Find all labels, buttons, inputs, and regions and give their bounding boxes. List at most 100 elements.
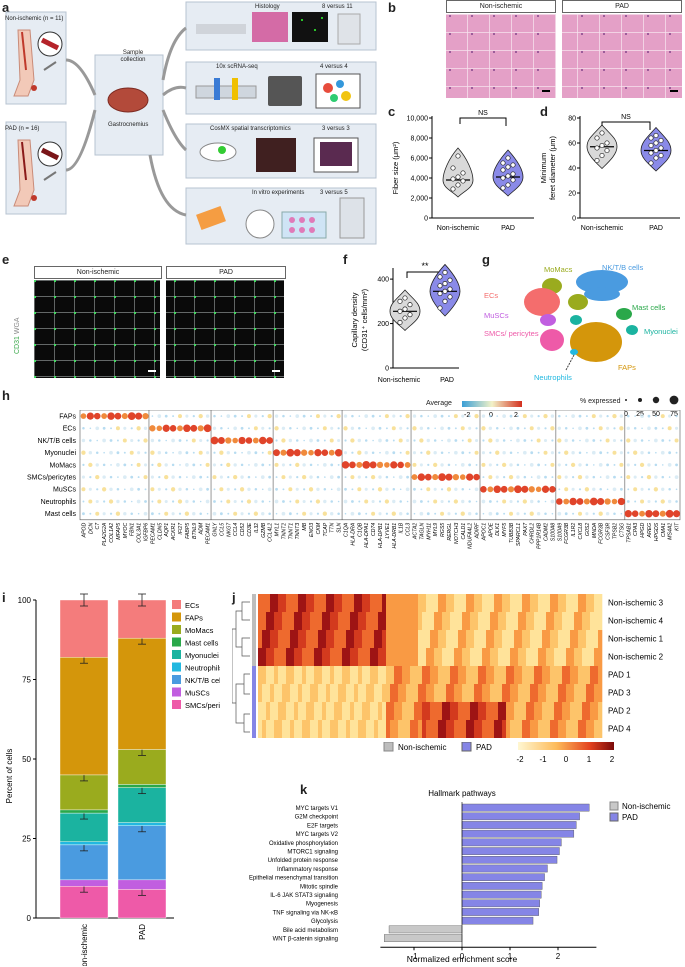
dotplot-dot [123,426,127,430]
heatmap-cell [426,630,431,648]
dotplot-dot [220,463,223,466]
heatmap-cell [598,648,603,666]
dotplot-dot [399,488,402,491]
dotplot-dot [102,512,106,516]
dotplot-dot [385,450,389,455]
heatmap-cell [542,666,547,684]
i-legend-label: MoMacs [185,626,214,635]
heatmap-cell [374,684,379,702]
heatmap-cell [398,666,403,684]
heatmap-cell [386,630,391,648]
i-legend-label: Mast cells [185,639,219,648]
heatmap-cell [414,666,419,684]
heatmap-cell [566,702,571,720]
heatmap-cell [290,594,295,612]
dotplot-dot [150,475,154,479]
heatmap-cell [554,720,559,738]
heatmap-cell [362,684,367,702]
dotplot-dot [282,414,285,418]
heatmap-cell [450,648,455,666]
dotplot-row-label: MuSCs [53,487,76,494]
heatmap-cell [358,702,363,720]
dotplot-dot [95,474,100,480]
heatmap-cell [350,630,355,648]
dotplot-dot [109,512,113,515]
heatmap-cell [382,684,387,702]
dotplot-gene-label: CADM2 [544,523,550,541]
i-bar-segment [117,879,167,890]
dotplot-dot [183,424,191,433]
dotplot-dot [110,464,112,466]
dotplot-dot [365,427,368,430]
dotplot-dot [634,415,636,417]
heatmap-cell [326,612,331,630]
heatmap-cell [450,684,455,702]
i-xcat-label: Non-ischemic [80,924,89,966]
dotplot-dot [275,512,278,515]
dotplot-dot [226,462,231,468]
heatmap-cell [490,594,495,612]
heatmap-cell [358,666,363,684]
dotplot-dot [107,412,115,420]
heatmap-cell [586,702,591,720]
dotplot-dot [321,449,329,456]
dotplot-dot [301,474,307,480]
dotplot-dot [569,497,577,506]
dotplot-dot [151,463,154,466]
heatmap-cell [306,684,311,702]
dotplot-dot [199,438,203,443]
microscope-icon [337,13,361,45]
panel-c-label: c [388,104,396,119]
dotplot-dot [592,464,595,466]
k-xtick-label: -1 [410,952,418,961]
dotplot-dot [647,426,651,431]
dotplot-dot [660,499,665,504]
heatmap-cell [258,666,263,684]
dotplot-dot [330,426,334,430]
panel-c-significance: NS [478,110,488,117]
dotplot-dot [592,512,595,515]
heatmap-cell [322,630,327,648]
dotplot-dot [460,511,465,516]
k-legend-noni: Non-ischemic [622,802,670,811]
dotplot-dot [399,415,402,418]
dotplot-dot [344,512,347,515]
heatmap-cell [406,594,411,612]
heatmap-cell [318,594,323,612]
dotplot-dot [633,487,638,492]
c-point [460,178,466,184]
dotplot-dot [226,499,231,504]
heatmap-cell [262,702,267,720]
heatmap-cell [382,594,387,612]
dotplot-dot [286,448,295,457]
c-point [510,162,516,168]
dotplot-dot [398,512,403,516]
dotplot-dot [296,512,299,515]
heatmap-cell [278,702,283,720]
heatmap-cell [550,612,555,630]
heatmap-cell [582,684,587,702]
heatmap-cell [566,612,571,630]
umap-cluster-label: MuSCs [484,311,509,320]
heatmap-cell [530,648,535,666]
dotplot-dot [640,487,644,491]
dotplot-dot [165,439,168,442]
heatmap-cell [282,630,287,648]
heatmap-cell [554,684,559,702]
heatmap-cell [282,702,287,720]
heatmap-cell [594,666,599,684]
dotplot-dot [626,475,631,480]
dotplot-dot [289,415,292,417]
heatmap-cell [262,612,267,630]
heatmap-cell [302,594,307,612]
panel-d-xcat-noni: Non-ischemic [581,225,624,232]
dotplot-dot [454,450,458,455]
dotplot-dot [577,474,583,480]
dotplot-dot [143,463,148,467]
dotplot-dot [530,499,534,504]
heatmap-cell [466,684,471,702]
heatmap-cell [598,684,603,702]
dotplot-dot [178,450,182,455]
heatmap-cell [482,648,487,666]
heatmap-cell [422,594,427,612]
